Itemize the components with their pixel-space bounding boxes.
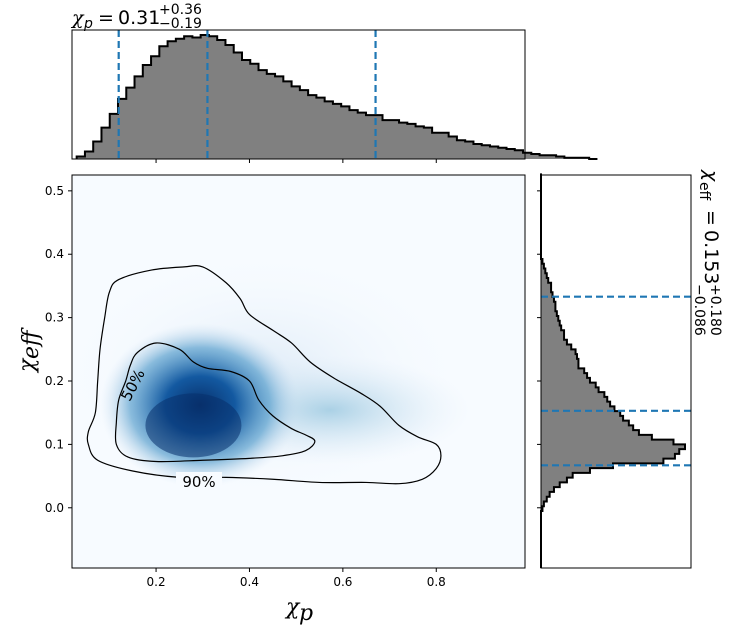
joint-x-ticks: 0.2 0.4 0.6 0.8 xyxy=(147,568,446,589)
chi-eff-equals: = xyxy=(700,210,722,226)
x-axis-label-symbol: χ xyxy=(284,595,301,620)
x-tick-label-2: 0.6 xyxy=(333,575,352,589)
density-heatmap xyxy=(72,250,470,500)
chi-p-plus-error: +0.36 xyxy=(159,2,202,18)
right-histogram-panel xyxy=(537,173,692,569)
x-axis-label-subscript: p xyxy=(299,601,313,626)
contour-90-label-bg xyxy=(176,472,222,490)
right-histogram-ticks xyxy=(537,190,541,509)
y-tick-label-4: 0.4 xyxy=(45,247,64,261)
right-quantile-lines xyxy=(541,295,691,467)
chi-p-subscript: p xyxy=(83,16,93,32)
chi-eff-median: 0.153 xyxy=(700,230,722,284)
chi-eff-plus-error: +0.180 xyxy=(707,284,723,336)
y-tick-label-5: 0.5 xyxy=(45,184,64,198)
joint-y-ticks: 0.0 0.1 0.2 0.3 0.4 0.5 xyxy=(45,184,72,515)
right-histogram-bars xyxy=(541,173,685,568)
y-axis-label-subscript: eff xyxy=(19,327,44,359)
y-tick-label-2: 0.2 xyxy=(45,374,64,388)
chi-p-equals: = xyxy=(98,7,114,29)
chi-p-median: 0.31 xyxy=(118,7,160,29)
top-histogram-ticks xyxy=(155,159,437,163)
x-tick-label-3: 0.8 xyxy=(427,575,446,589)
x-tick-label-0: 0.2 xyxy=(147,575,166,589)
right-histogram-border xyxy=(540,174,692,569)
x-axis-label: χ p xyxy=(284,595,313,626)
contour-90-label: 90% xyxy=(182,473,215,491)
y-tick-label-1: 0.1 xyxy=(45,437,64,451)
x-tick-label-1: 0.4 xyxy=(240,575,259,589)
top-histogram-outline xyxy=(75,34,598,160)
joint-density-panel: 90% 50% 0.2 0.4 0.6 0.8 0.00.10.20.30.40.5 … xyxy=(15,174,526,626)
contour-50 xyxy=(114,342,316,463)
y-axis-label: χ eff xyxy=(15,327,44,374)
right-histogram-outline xyxy=(540,173,686,568)
density-peak xyxy=(145,393,242,458)
chi-eff-subscript: eff xyxy=(696,182,712,201)
y-tick-label-0: 0.0 xyxy=(45,501,64,515)
joint-border xyxy=(71,174,526,569)
contour-90 xyxy=(86,265,442,485)
top-histogram-panel xyxy=(71,29,598,163)
chi-eff-minus-error: −0.086 xyxy=(691,284,707,336)
top-histogram-border xyxy=(71,29,526,160)
y-tick-label-3: 0.3 xyxy=(45,311,64,325)
y-axis-label-symbol: χ xyxy=(15,357,40,374)
chi-eff-symbol: χ xyxy=(700,169,722,182)
top-summary-title: χ p = 0.31 +0.36 −0.19 xyxy=(70,2,202,32)
right-summary-title: χ eff = 0.153 +0.180 −0.086 xyxy=(691,169,723,336)
chi-p-symbol: χ xyxy=(70,7,85,29)
chi-p-minus-error: −0.19 xyxy=(159,16,202,32)
